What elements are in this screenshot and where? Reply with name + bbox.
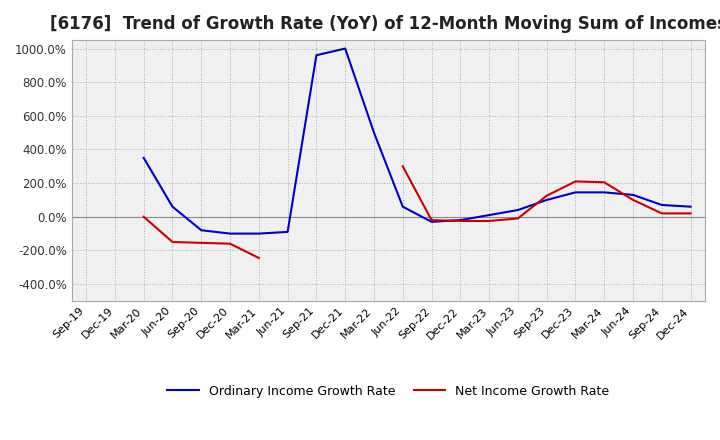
Ordinary Income Growth Rate	[571, 190, 580, 195]
Ordinary Income Growth Rate	[369, 130, 378, 135]
Ordinary Income Growth Rate	[341, 46, 349, 51]
Ordinary Income Growth Rate	[600, 190, 608, 195]
Ordinary Income Growth Rate	[283, 229, 292, 235]
Net Income Growth Rate	[197, 240, 206, 246]
Ordinary Income Growth Rate	[513, 207, 522, 213]
Ordinary Income Growth Rate	[427, 219, 436, 224]
Net Income Growth Rate	[226, 241, 235, 246]
Net Income Growth Rate	[542, 193, 551, 198]
Ordinary Income Growth Rate	[226, 231, 235, 236]
Net Income Growth Rate	[571, 179, 580, 184]
Net Income Growth Rate	[398, 164, 407, 169]
Net Income Growth Rate	[427, 217, 436, 223]
Net Income Growth Rate	[168, 239, 177, 245]
Ordinary Income Growth Rate	[312, 53, 320, 58]
Net Income Growth Rate	[485, 218, 493, 224]
Ordinary Income Growth Rate	[485, 213, 493, 218]
Net Income Growth Rate	[140, 214, 148, 220]
Ordinary Income Growth Rate	[168, 204, 177, 209]
Net Income Growth Rate	[629, 197, 637, 202]
Ordinary Income Growth Rate	[542, 197, 551, 202]
Ordinary Income Growth Rate	[657, 202, 666, 208]
Net Income Growth Rate	[600, 180, 608, 185]
Ordinary Income Growth Rate	[398, 204, 407, 209]
Net Income Growth Rate	[686, 211, 695, 216]
Net Income Growth Rate	[254, 255, 263, 260]
Net Income Growth Rate	[657, 211, 666, 216]
Title: [6176]  Trend of Growth Rate (YoY) of 12-Month Moving Sum of Incomes: [6176] Trend of Growth Rate (YoY) of 12-…	[50, 15, 720, 33]
Legend: Ordinary Income Growth Rate, Net Income Growth Rate: Ordinary Income Growth Rate, Net Income …	[163, 380, 614, 403]
Line: Ordinary Income Growth Rate: Ordinary Income Growth Rate	[144, 48, 690, 234]
Ordinary Income Growth Rate	[456, 217, 464, 223]
Ordinary Income Growth Rate	[197, 227, 206, 233]
Net Income Growth Rate	[513, 216, 522, 221]
Ordinary Income Growth Rate	[254, 231, 263, 236]
Line: Net Income Growth Rate: Net Income Growth Rate	[144, 166, 690, 258]
Ordinary Income Growth Rate	[140, 155, 148, 161]
Net Income Growth Rate	[456, 218, 464, 224]
Ordinary Income Growth Rate	[686, 204, 695, 209]
Ordinary Income Growth Rate	[629, 192, 637, 198]
